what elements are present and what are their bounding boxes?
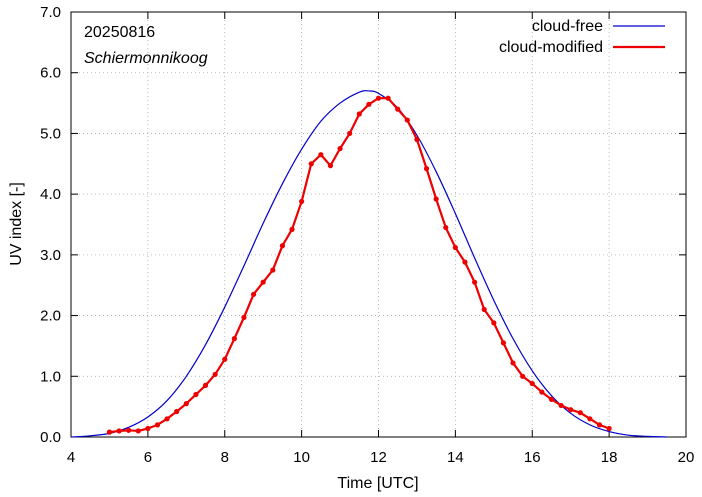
- y-tick-label: 1.0: [40, 368, 61, 385]
- y-tick-label: 3.0: [40, 247, 61, 264]
- data-point-cloud-modified: [356, 111, 362, 117]
- data-point-cloud-modified: [193, 391, 199, 398]
- x-tick-label: 6: [144, 449, 152, 466]
- data-point-cloud-modified: [558, 402, 564, 409]
- data-point-cloud-modified: [183, 401, 189, 407]
- data-point-cloud-modified: [174, 408, 180, 415]
- data-point-cloud-modified: [423, 166, 430, 172]
- data-point-cloud-modified: [471, 279, 478, 285]
- data-point-cloud-modified: [520, 373, 526, 379]
- legend: cloud-free cloud-modified: [499, 18, 665, 56]
- y-tick-label: 6.0: [40, 65, 61, 82]
- data-point-cloud-modified: [491, 320, 497, 326]
- data-point-cloud-modified: [308, 161, 314, 167]
- data-point-cloud-modified: [327, 163, 334, 169]
- data-point-cloud-modified: [404, 117, 410, 123]
- data-point-cloud-modified: [126, 427, 132, 433]
- x-tick-label: 10: [293, 449, 310, 466]
- data-point-cloud-modified: [577, 410, 583, 416]
- data-point-cloud-modified: [289, 226, 295, 232]
- data-point-cloud-modified: [568, 407, 574, 413]
- station-annotation: Schiermonnikoog: [84, 50, 208, 67]
- data-point-cloud-modified: [260, 279, 266, 285]
- data-point-cloud-modified: [212, 371, 218, 378]
- axis-ticks: 4 6 8 10 12 14 16 18 20 0.0 1.0 2.0 3.0 4.0 5.0 6.0 7.0: [40, 4, 694, 466]
- x-tick-label: 12: [370, 449, 387, 466]
- y-tick-label: 0.0: [40, 429, 61, 446]
- date-annotation: 20250816: [84, 24, 155, 41]
- series-layer: [70, 90, 667, 438]
- y-tick-label: 5.0: [40, 125, 61, 142]
- x-axis-title: Time [UTC]: [337, 475, 418, 492]
- data-point-cloud-modified: [299, 198, 305, 205]
- data-point-cloud-modified: [337, 146, 343, 152]
- data-point-cloud-modified: [548, 396, 555, 402]
- data-point-cloud-modified: [395, 106, 401, 112]
- data-point-cloud-modified: [452, 244, 458, 251]
- data-point-cloud-modified: [606, 425, 612, 432]
- data-point-cloud-modified: [202, 382, 209, 388]
- data-point-cloud-modified: [529, 380, 535, 387]
- data-point-cloud-modified: [222, 356, 228, 362]
- data-point-cloud-modified: [241, 314, 247, 320]
- y-tick-label: 7.0: [40, 4, 61, 21]
- data-point-cloud-modified: [587, 416, 593, 422]
- data-point-cloud-modified: [385, 95, 391, 101]
- x-tick-label: 8: [221, 449, 229, 466]
- data-point-cloud-modified: [164, 416, 170, 422]
- data-point-cloud-modified: [596, 422, 603, 428]
- data-point-cloud-modified: [318, 152, 324, 158]
- legend-label-cloud-free: cloud-free: [532, 18, 603, 35]
- data-point-cloud-modified: [279, 243, 286, 249]
- data-point-cloud-modified: [154, 422, 161, 428]
- y-tick-label: 2.0: [40, 308, 61, 325]
- data-point-cloud-modified: [250, 291, 257, 297]
- data-point-cloud-modified: [375, 95, 382, 101]
- data-point-cloud-modified: [135, 428, 141, 434]
- data-point-cloud-modified: [443, 224, 449, 231]
- data-point-cloud-modified: [414, 136, 420, 143]
- data-point-cloud-modified: [481, 306, 487, 313]
- data-point-cloud-modified: [500, 340, 507, 346]
- data-point-cloud-modified: [231, 336, 237, 342]
- x-tick-label: 18: [601, 449, 618, 466]
- data-point-cloud-modified: [347, 130, 353, 137]
- series-line-cloud-free: [70, 90, 667, 438]
- legend-label-cloud-modified: cloud-modified: [499, 39, 603, 56]
- grid-lines: [71, 12, 686, 437]
- x-tick-label: 4: [67, 449, 75, 466]
- x-tick-label: 14: [447, 449, 464, 466]
- data-point-cloud-modified: [539, 389, 545, 395]
- data-point-cloud-modified: [270, 267, 276, 273]
- data-point-cloud-modified: [462, 259, 468, 265]
- data-point-cloud-modified: [366, 101, 372, 107]
- data-point-cloud-modified: [116, 428, 122, 434]
- y-axis-title: UV index [-]: [8, 182, 25, 266]
- data-point-cloud-modified: [433, 196, 439, 202]
- x-tick-label: 16: [524, 449, 541, 466]
- x-tick-label: 20: [678, 449, 695, 466]
- y-tick-label: 4.0: [40, 186, 61, 203]
- data-point-cloud-modified: [106, 429, 113, 435]
- data-point-cloud-modified: [145, 425, 151, 432]
- data-point-cloud-modified: [510, 360, 516, 366]
